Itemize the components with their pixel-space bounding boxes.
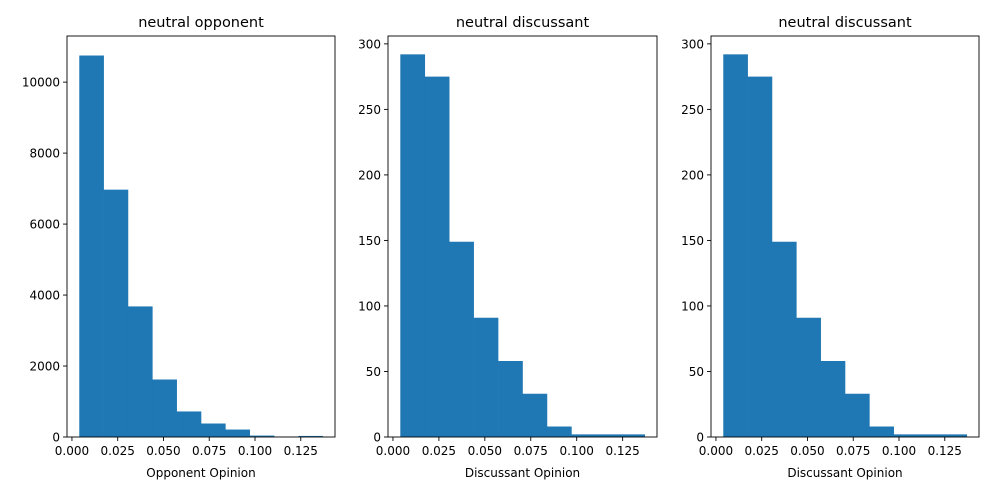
panel-2: 0.000 0.025 0.050 0.075 0.100 0.125 0 50 100 150 2… <box>681 15 980 480</box>
y-tick-label: 4000 <box>29 289 60 303</box>
y-tick-label: 300 <box>681 37 704 51</box>
chart-title: neutral discussant <box>778 15 912 31</box>
x-tick-label: 0.100 <box>238 444 272 458</box>
y-tick-label: 250 <box>358 103 381 117</box>
panel-0: 0.000 0.025 0.050 0.075 0.100 0.125 0 2000 4000 6… <box>22 15 336 480</box>
x-tick-label: 0.075 <box>836 444 870 458</box>
histogram-bar <box>893 434 919 437</box>
y-tick-label: 100 <box>358 299 381 313</box>
histogram-bar <box>620 434 645 437</box>
x-axis-label: Discussant Opinion <box>787 466 902 480</box>
y-tick-label: 50 <box>689 365 704 379</box>
histogram-bar <box>201 423 226 437</box>
histogram-bar <box>152 379 177 437</box>
histogram-bar <box>400 54 426 437</box>
x-axis-label: Opponent Opinion <box>146 466 255 480</box>
histogram-bar <box>127 306 153 437</box>
histogram-bar <box>546 426 572 437</box>
histogram-bar <box>176 411 202 437</box>
histogram-bar <box>747 76 773 438</box>
x-tick-label: 0.025 <box>101 444 135 458</box>
histogram-bar <box>845 393 870 437</box>
y-tick-label: 50 <box>366 365 381 379</box>
histogram-bar <box>103 189 129 437</box>
y-tick-label: 6000 <box>29 218 60 232</box>
y-tick-label: 0 <box>52 431 60 445</box>
y-tick-label: 100 <box>681 299 704 313</box>
histogram-bar <box>820 360 846 437</box>
y-tick-label: 200 <box>358 168 381 182</box>
x-tick-label: 0.075 <box>514 444 548 458</box>
histogram-bar <box>942 434 968 437</box>
histogram-bar <box>595 434 621 437</box>
histogram-bar <box>522 393 548 437</box>
histogram-bar <box>571 434 597 437</box>
x-tick-label: 0.100 <box>560 444 594 458</box>
x-tick-label: 0.000 <box>699 444 733 458</box>
y-tick-label: 200 <box>681 168 704 182</box>
histogram-bar <box>449 241 474 437</box>
x-tick-label: 0.000 <box>55 444 89 458</box>
histogram-bar <box>424 76 450 438</box>
x-tick-label: 0.075 <box>192 444 226 458</box>
histogram-bar <box>796 317 821 437</box>
y-tick-label: 2000 <box>29 360 60 374</box>
y-tick-label: 250 <box>681 103 704 117</box>
x-tick-label: 0.050 <box>790 444 824 458</box>
panel-1: 0.000 0.025 0.050 0.075 0.100 0.125 0 50 100 150 2… <box>358 15 658 480</box>
histogram-bar <box>723 54 748 437</box>
histogram-bar <box>249 435 275 437</box>
x-axis-label: Discussant Opinion <box>465 466 580 480</box>
y-tick-label: 10000 <box>22 76 60 90</box>
x-tick-label: 0.000 <box>376 444 410 458</box>
x-tick-label: 0.125 <box>284 444 318 458</box>
x-tick-label: 0.125 <box>928 444 962 458</box>
x-tick-label: 0.050 <box>146 444 180 458</box>
y-tick-label: 0 <box>373 431 381 445</box>
chart-title: neutral opponent <box>138 15 264 31</box>
y-tick-label: 300 <box>358 37 381 51</box>
histogram-bar <box>473 317 499 437</box>
plot-frame <box>387 35 658 438</box>
x-tick-label: 0.025 <box>422 444 456 458</box>
histogram-bar <box>79 55 104 438</box>
y-tick-label: 0 <box>696 431 704 445</box>
plot-frame <box>710 35 980 438</box>
histogram-bar <box>225 429 250 437</box>
x-tick-label: 0.100 <box>882 444 916 458</box>
y-tick-label: 150 <box>358 234 381 248</box>
x-tick-label: 0.125 <box>605 444 639 458</box>
histogram-bar <box>298 435 324 437</box>
x-tick-label: 0.050 <box>468 444 502 458</box>
histogram-bar <box>771 241 797 437</box>
histogram-bar <box>869 426 894 437</box>
x-tick-label: 0.025 <box>745 444 779 458</box>
y-tick-label: 8000 <box>29 147 60 161</box>
chart-title: neutral discussant <box>456 15 590 31</box>
plot-frame <box>66 35 336 438</box>
y-tick-label: 150 <box>681 234 704 248</box>
histogram-bar <box>498 360 523 437</box>
histogram-bar <box>918 434 943 437</box>
